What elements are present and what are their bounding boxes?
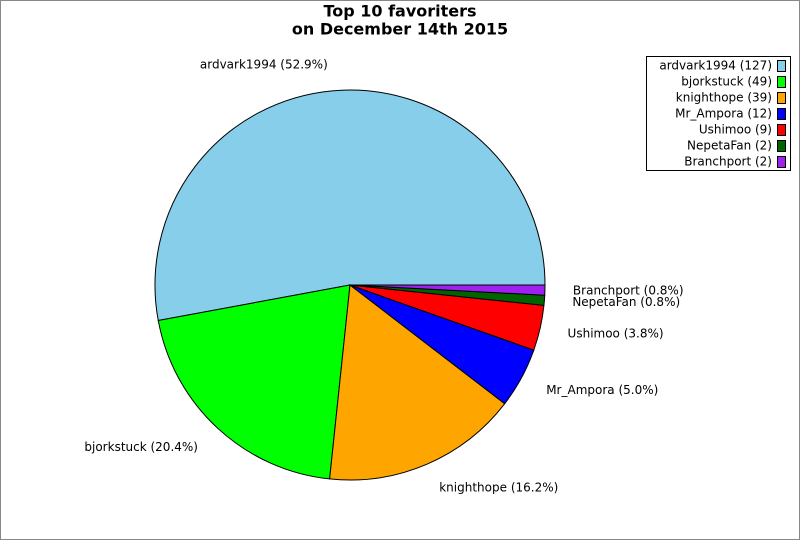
slice-label: NepetaFan (0.8%) [572,295,680,309]
legend-label: NepetaFan (2) [687,139,772,153]
chart-subtitle: on December 14th 2015 [292,20,508,39]
legend-swatch [777,60,786,72]
legend-label: ardvark1994 (127) [659,59,772,73]
legend-swatch [777,76,786,88]
legend-swatch [777,92,786,104]
legend-label: bjorkstuck (49) [681,75,772,89]
legend-swatch [777,124,786,136]
slice-label: Ushimoo (3.8%) [568,326,664,340]
slice-label: Branchport (0.8%) [573,283,684,297]
legend-label: Mr_Ampora (12) [675,107,772,121]
legend-swatch [777,156,786,168]
pie-slice [349,284,546,296]
legend-swatch [777,108,786,120]
pie-slice [154,89,546,322]
legend-label: Branchport (2) [684,155,772,169]
chart-title: Top 10 favoriters [323,2,476,21]
slice-label: bjorkstuck (20.4%) [84,440,198,454]
slice-label: Mr_Ampora (5.0%) [546,383,658,397]
legend-label: Ushimoo (9) [699,123,772,137]
pie-slice [157,284,351,480]
legend-swatch [777,140,786,152]
legend-box [646,56,791,171]
pie-slice [329,284,506,481]
legend-label: knighthope (39) [676,91,772,105]
slice-label: knighthope (16.2%) [439,481,558,495]
slice-label: ardvark1994 (52.9%) [200,57,328,71]
